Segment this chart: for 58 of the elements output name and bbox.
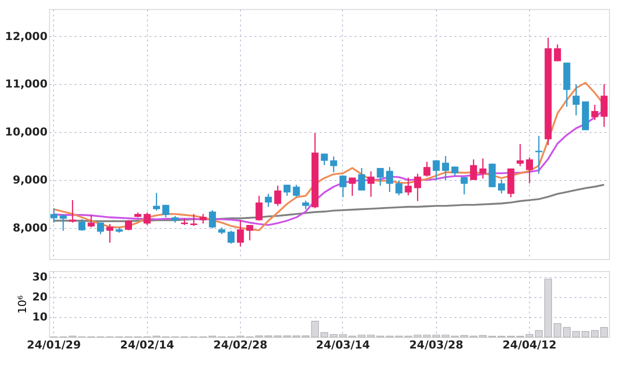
y-tick-label: 10 xyxy=(32,310,48,324)
y-tick-label: 30 xyxy=(32,270,48,284)
candlestick xyxy=(69,199,76,224)
candlestick xyxy=(479,158,486,180)
y-tick-label: 8,000 xyxy=(12,221,48,234)
candlestick xyxy=(60,213,67,232)
y-tick-label: 20 xyxy=(32,290,48,304)
y-tick-label: 11,000 xyxy=(5,78,48,91)
candlestick xyxy=(423,161,430,178)
x-tick-label: 24/01/29 xyxy=(26,338,81,352)
candlestick xyxy=(339,175,346,198)
candlestick xyxy=(106,223,114,244)
candlestick xyxy=(320,153,328,166)
candlestick xyxy=(498,178,506,194)
candlestick xyxy=(572,84,580,116)
candlestick xyxy=(470,158,478,181)
x-tick-label: 24/03/28 xyxy=(409,338,464,352)
y-axis-title: 10⁶ xyxy=(16,294,30,314)
candlestick xyxy=(358,167,366,192)
candlestick xyxy=(144,212,151,226)
candlestick xyxy=(404,176,412,196)
candlestick xyxy=(414,173,422,202)
candlestick xyxy=(208,210,216,229)
candlestick xyxy=(442,155,450,181)
candlestick xyxy=(125,220,132,231)
candlestick xyxy=(246,224,254,241)
x-tick-label: 24/04/12 xyxy=(502,338,556,352)
x-tick-label: 24/02/14 xyxy=(120,338,174,352)
candlestick xyxy=(256,195,263,222)
candlestick xyxy=(451,166,458,176)
candlestick xyxy=(386,166,394,193)
candlestick xyxy=(292,184,300,198)
x-tick-label: 24/03/14 xyxy=(316,338,370,352)
y-tick-label: 9,000 xyxy=(12,173,48,186)
candlestick xyxy=(488,163,496,188)
candlestick xyxy=(395,180,402,196)
candlestick xyxy=(162,204,170,218)
candlestick xyxy=(97,222,104,235)
candlestick xyxy=(88,214,95,228)
candlestick xyxy=(228,230,235,244)
y-tick-label: 10,000 xyxy=(5,126,48,139)
candlestick xyxy=(526,156,533,184)
candlestick xyxy=(376,167,384,186)
candlestick xyxy=(264,193,272,208)
candlestick xyxy=(554,44,561,62)
candlestick xyxy=(330,156,338,173)
x-tick-label: 24/02/28 xyxy=(213,338,268,352)
candlestick xyxy=(591,104,598,121)
y-tick-label: 12,000 xyxy=(5,30,48,43)
candlestick xyxy=(190,213,198,227)
candlestick xyxy=(236,220,244,248)
candlestick xyxy=(367,170,374,198)
candlestick xyxy=(50,208,58,224)
candlestick xyxy=(432,160,440,181)
candlestick xyxy=(460,176,468,195)
candlestick xyxy=(348,176,356,196)
candlestick xyxy=(274,185,282,206)
candlestick xyxy=(600,84,608,128)
